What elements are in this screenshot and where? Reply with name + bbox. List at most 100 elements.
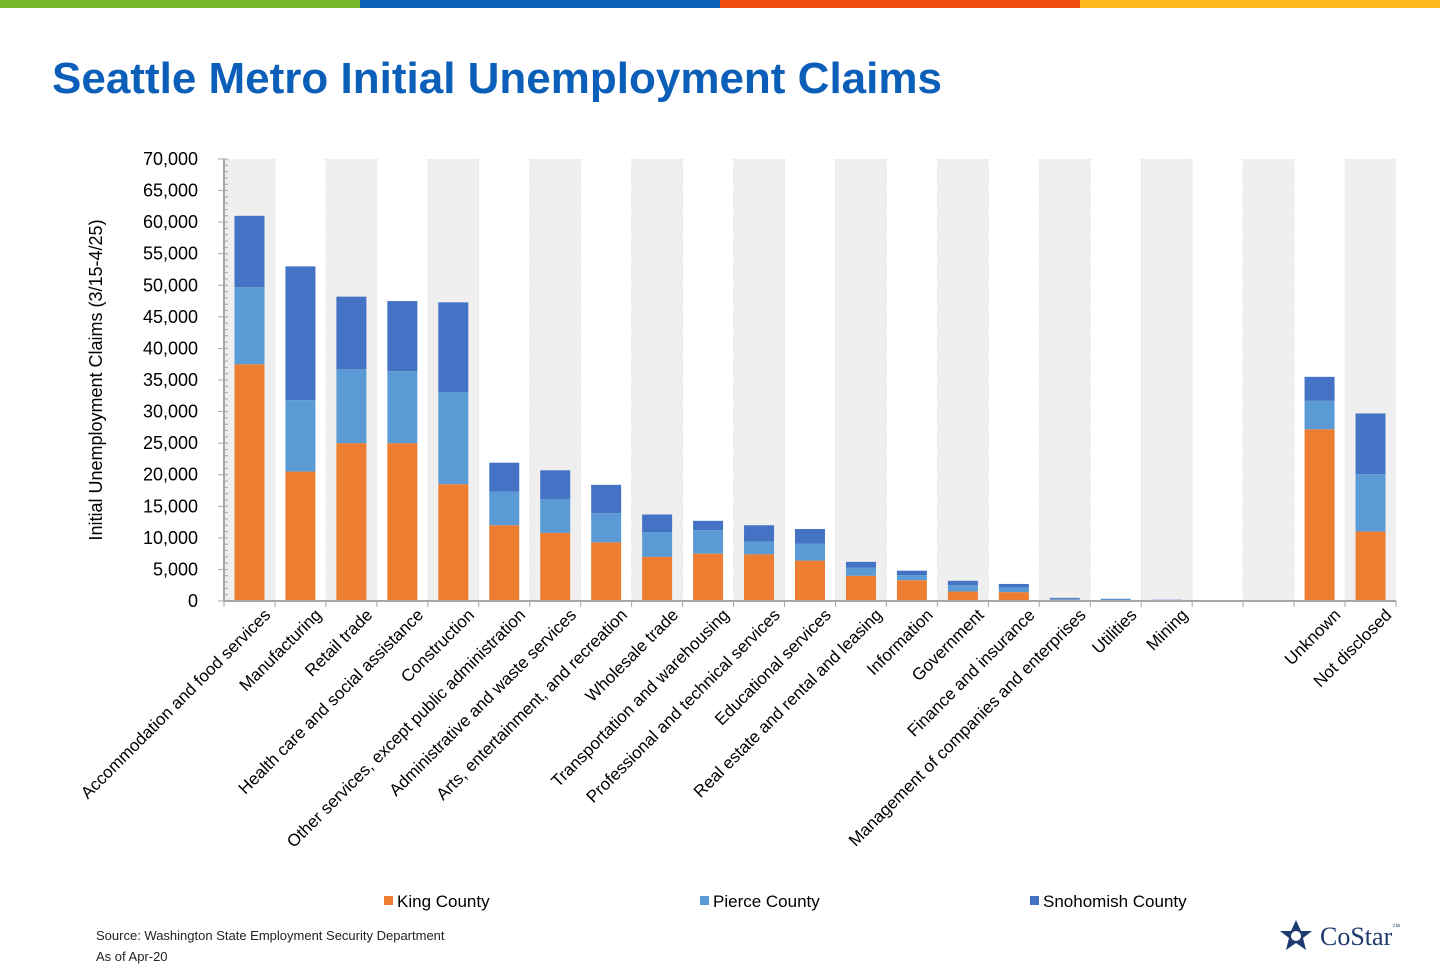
bar-king-county [642, 557, 672, 601]
bar-king-county [1305, 429, 1335, 601]
y-tick-label: 30,000 [143, 402, 198, 422]
logo-wordmark: CoStar [1320, 922, 1392, 951]
y-tick-label: 40,000 [143, 338, 198, 358]
logo-trademark: ™ [1392, 922, 1400, 931]
category-label: Management of companies and enterprises [845, 605, 1090, 850]
bar-pierce-county [846, 568, 876, 576]
bar-pierce-county [387, 371, 417, 443]
bar-pierce-county [795, 544, 825, 561]
bar-king-county [336, 443, 366, 601]
bar-snohomish-county [795, 529, 825, 544]
source-text: Source: Washington State Employment Secu… [96, 925, 445, 946]
bar-king-county [285, 472, 315, 601]
y-tick-label: 35,000 [143, 370, 198, 390]
bar-snohomish-county [897, 571, 927, 575]
bar-snohomish-county [1050, 598, 1080, 599]
bar-pierce-county [1101, 599, 1131, 600]
bar-snohomish-county [489, 463, 519, 492]
y-tick-label: 5,000 [153, 559, 198, 579]
bar-king-county [1356, 532, 1386, 601]
y-tick-label: 60,000 [143, 212, 198, 232]
y-tick-label: 65,000 [143, 181, 198, 201]
bar-king-county [846, 576, 876, 601]
bar-pierce-county [336, 369, 366, 443]
column-band [1039, 159, 1090, 601]
category-label: Mining [1143, 605, 1192, 654]
bar-king-county [948, 592, 978, 601]
bar-snohomish-county [336, 297, 366, 370]
logo-text: CoStar™ [1320, 922, 1400, 952]
category-label: Utilities [1088, 605, 1140, 657]
bar-king-county [591, 542, 621, 601]
legend-label: Snohomish County [1043, 892, 1187, 911]
legend-swatch-pierce-county [700, 896, 709, 905]
bar-snohomish-county [642, 514, 672, 532]
bar-snohomish-county [1305, 377, 1335, 401]
column-band [937, 159, 988, 601]
bar-king-county [999, 592, 1029, 601]
y-tick-label: 20,000 [143, 465, 198, 485]
y-tick-label: 25,000 [143, 433, 198, 453]
bar-pierce-county [234, 287, 264, 364]
legend-label: King County [397, 892, 490, 911]
bar-pierce-county [999, 588, 1029, 592]
bar-pierce-county [591, 513, 621, 542]
bar-snohomish-county [285, 266, 315, 400]
bar-king-county [897, 580, 927, 601]
as-of-text: As of Apr-20 [96, 946, 445, 967]
bar-snohomish-county [846, 562, 876, 568]
bar-snohomish-county [438, 302, 468, 392]
bar-pierce-county [489, 492, 519, 525]
y-tick-label: 70,000 [143, 149, 198, 169]
legend-swatch-snohomish-county [1030, 896, 1039, 905]
bar-king-county [489, 525, 519, 601]
costar-logo: CoStar™ [1278, 916, 1428, 956]
bar-pierce-county [693, 530, 723, 553]
bar-king-county [438, 484, 468, 601]
bar-snohomish-county [948, 581, 978, 585]
bar-pierce-county [897, 575, 927, 580]
category-label: Accommodation and food services [77, 605, 274, 802]
bar-king-county [744, 554, 774, 601]
column-band [1141, 159, 1192, 601]
category-label: Wholesale trade [582, 605, 682, 705]
bar-king-county [540, 533, 570, 601]
y-tick-label: 0 [188, 591, 198, 611]
y-tick-label: 15,000 [143, 496, 198, 516]
category-label: Real estate and rental and leasing [690, 605, 886, 801]
column-band [1243, 159, 1294, 601]
bar-snohomish-county [744, 525, 774, 541]
bar-snohomish-county [999, 584, 1029, 588]
y-tick-label: 55,000 [143, 244, 198, 264]
category-label: Health care and social assistance [235, 605, 428, 798]
bar-king-county [795, 561, 825, 601]
bar-snohomish-county [387, 301, 417, 371]
bar-pierce-county [285, 400, 315, 471]
y-tick-label: 50,000 [143, 275, 198, 295]
bar-king-county [693, 554, 723, 601]
bar-pierce-county [642, 532, 672, 557]
bar-pierce-county [744, 542, 774, 555]
legend-swatch-king-county [384, 896, 393, 905]
bar-snohomish-county [540, 470, 570, 499]
bar-pierce-county [1050, 599, 1080, 600]
bar-pierce-county [1305, 401, 1335, 429]
bar-snohomish-county [591, 485, 621, 513]
category-label: Administrative and waste services [386, 605, 580, 799]
bar-pierce-county [948, 585, 978, 591]
bar-snohomish-county [234, 216, 264, 287]
legend-label: Pierce County [713, 892, 820, 911]
category-label: Other services, except public administra… [283, 605, 529, 851]
bar-snohomish-county [1101, 599, 1131, 600]
bar-pierce-county [1356, 474, 1386, 531]
bar-snohomish-county [693, 521, 723, 530]
bar-king-county [387, 443, 417, 601]
y-axis-label: Initial Unemployment Claims (3/15-4/25) [86, 219, 106, 540]
costar-star-icon [1278, 918, 1314, 954]
bar-king-county [234, 364, 264, 601]
column-band [835, 159, 886, 601]
source-note: Source: Washington State Employment Secu… [96, 925, 445, 967]
bar-pierce-county [540, 499, 570, 532]
y-tick-label: 45,000 [143, 307, 198, 327]
